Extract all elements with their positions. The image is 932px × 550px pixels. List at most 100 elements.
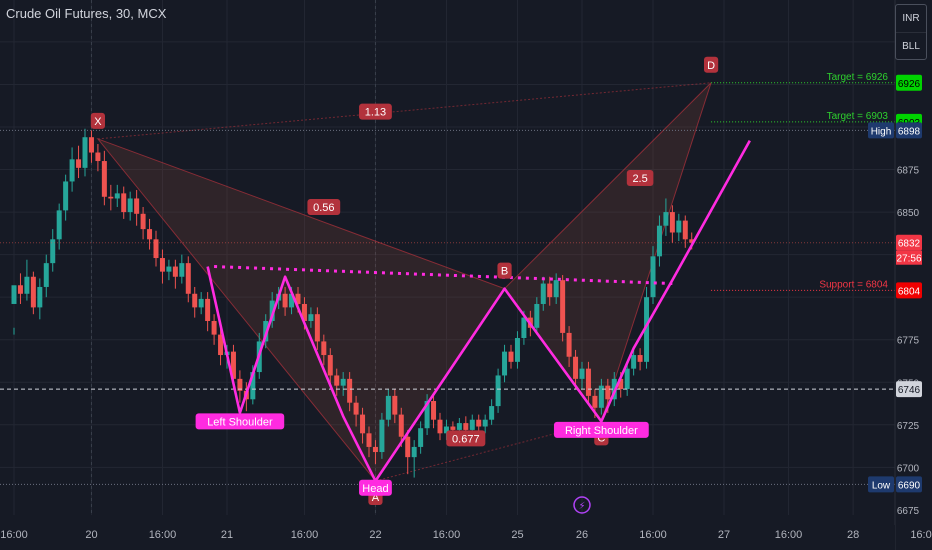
candle-body (405, 436, 411, 458)
currency-inr[interactable]: INR (902, 13, 920, 24)
hs-label: Head (359, 479, 392, 496)
candle-body (108, 196, 114, 199)
candle-body (663, 212, 669, 226)
hs-label: Left Shoulder (195, 413, 285, 430)
ratio-label: 0.56 (307, 198, 341, 215)
ratio-label-text: 2.5 (632, 173, 647, 185)
hl-bg (868, 122, 894, 139)
candle-body (508, 351, 514, 362)
high-label: High (868, 122, 894, 139)
price-tick: 6850 (897, 208, 920, 219)
point-label-d-bg (703, 56, 719, 73)
candle-body (624, 368, 630, 390)
candle-body (43, 263, 49, 287)
price-axis[interactable]: 6675670067256750677568506875692669036804… (868, 0, 932, 550)
ratio-label-bg (626, 170, 654, 187)
time-tick: 16:00 (639, 529, 667, 541)
hs-label-bg (195, 413, 285, 430)
candle-body (95, 152, 101, 162)
time-tick: 26 (576, 529, 588, 541)
candle-body (456, 423, 462, 430)
point-label-b-text: B (501, 266, 508, 278)
price-tag-crosshair-text: 6746 (898, 385, 921, 396)
price-tag-crosshair-bg (896, 381, 922, 398)
candle-body (437, 419, 443, 434)
time-tick: 16:00 (910, 529, 932, 541)
candle-body (605, 385, 611, 400)
candle-body (147, 229, 153, 240)
head-shoulders-line (206, 139, 751, 483)
candle-body (340, 378, 346, 386)
ratio-label-bg (446, 430, 486, 447)
candle-body (656, 225, 662, 257)
time-axis[interactable]: 16:00 20 16:00 21 16:00 22 16:00 25 26 16:00 27 16:… (0, 525, 932, 550)
candle-body (418, 428, 424, 447)
price-tag-level-2-text: 6804 (898, 286, 921, 297)
candle-body (385, 395, 391, 420)
countdown-text: 27:56 (896, 254, 921, 265)
time-tick: 16:00 (775, 529, 803, 541)
candle-body (172, 266, 178, 277)
candle-body (185, 263, 191, 294)
candle-body (669, 212, 675, 233)
candle-body (82, 137, 88, 168)
candle-body (114, 193, 120, 199)
candle-body (11, 285, 17, 304)
candle-body (592, 395, 598, 408)
currency-box[interactable]: INR BLL (895, 4, 927, 60)
candle-body (540, 283, 546, 304)
candle-body (547, 283, 553, 298)
price-tag-current: 6832 (896, 234, 922, 251)
price-tick: 6725 (897, 421, 920, 432)
candle-body (192, 293, 198, 308)
candle-body (140, 213, 146, 230)
candle-body (295, 293, 301, 304)
ratio-label: 2.5 (626, 170, 654, 187)
candle-body (301, 303, 307, 321)
price-tag-low-bg (896, 476, 922, 493)
candle-body (631, 355, 637, 369)
ratio-label: 1.13 (359, 103, 392, 120)
chart-title: Crude Oil Futures, 30, MCX (6, 6, 167, 21)
candle-body (392, 395, 398, 415)
ratio-label: 0.677 (446, 430, 486, 447)
time-tick: 20 (85, 529, 97, 541)
candle-body (398, 414, 404, 437)
price-tag-high-bg (896, 122, 922, 139)
time-tick: 27 (718, 529, 730, 541)
candle-body (514, 338, 520, 362)
candle-body (205, 298, 211, 321)
candle-body (372, 446, 378, 453)
level-label: Target = 6903 (827, 111, 889, 122)
candle-body (211, 321, 217, 335)
candle-body (469, 419, 475, 430)
point-label-a-text: A (372, 492, 380, 504)
candle-body (366, 433, 372, 447)
hs-label-text: Right Shoulder (565, 425, 638, 437)
candle-body (218, 334, 224, 356)
hl-bg (868, 476, 894, 493)
point-label-b-bg (497, 262, 512, 279)
candle-body (327, 355, 333, 376)
alert-icon-glyph: ⚡ (578, 501, 585, 512)
candle-body (585, 368, 591, 396)
candle-body (282, 293, 288, 308)
currency-bll[interactable]: BLL (896, 32, 926, 60)
candle-body (134, 198, 140, 214)
time-tick: 21 (221, 529, 233, 541)
candle-body (411, 446, 417, 458)
price-tick: 6700 (897, 463, 920, 474)
price-tag-current-bg (896, 234, 922, 251)
price-axis-bg (895, 0, 932, 550)
time-tick: 25 (511, 529, 523, 541)
point-label-x-bg (90, 112, 106, 129)
price-tag-level-0: 6926 (896, 74, 922, 91)
time-axis-bg (0, 525, 895, 550)
point-label-x: X (90, 112, 106, 129)
candle-body (476, 419, 482, 427)
candle-body (159, 258, 165, 272)
hs-label-text: Head (362, 483, 388, 495)
point-label-d: D (703, 56, 719, 73)
candle-body (495, 375, 501, 407)
